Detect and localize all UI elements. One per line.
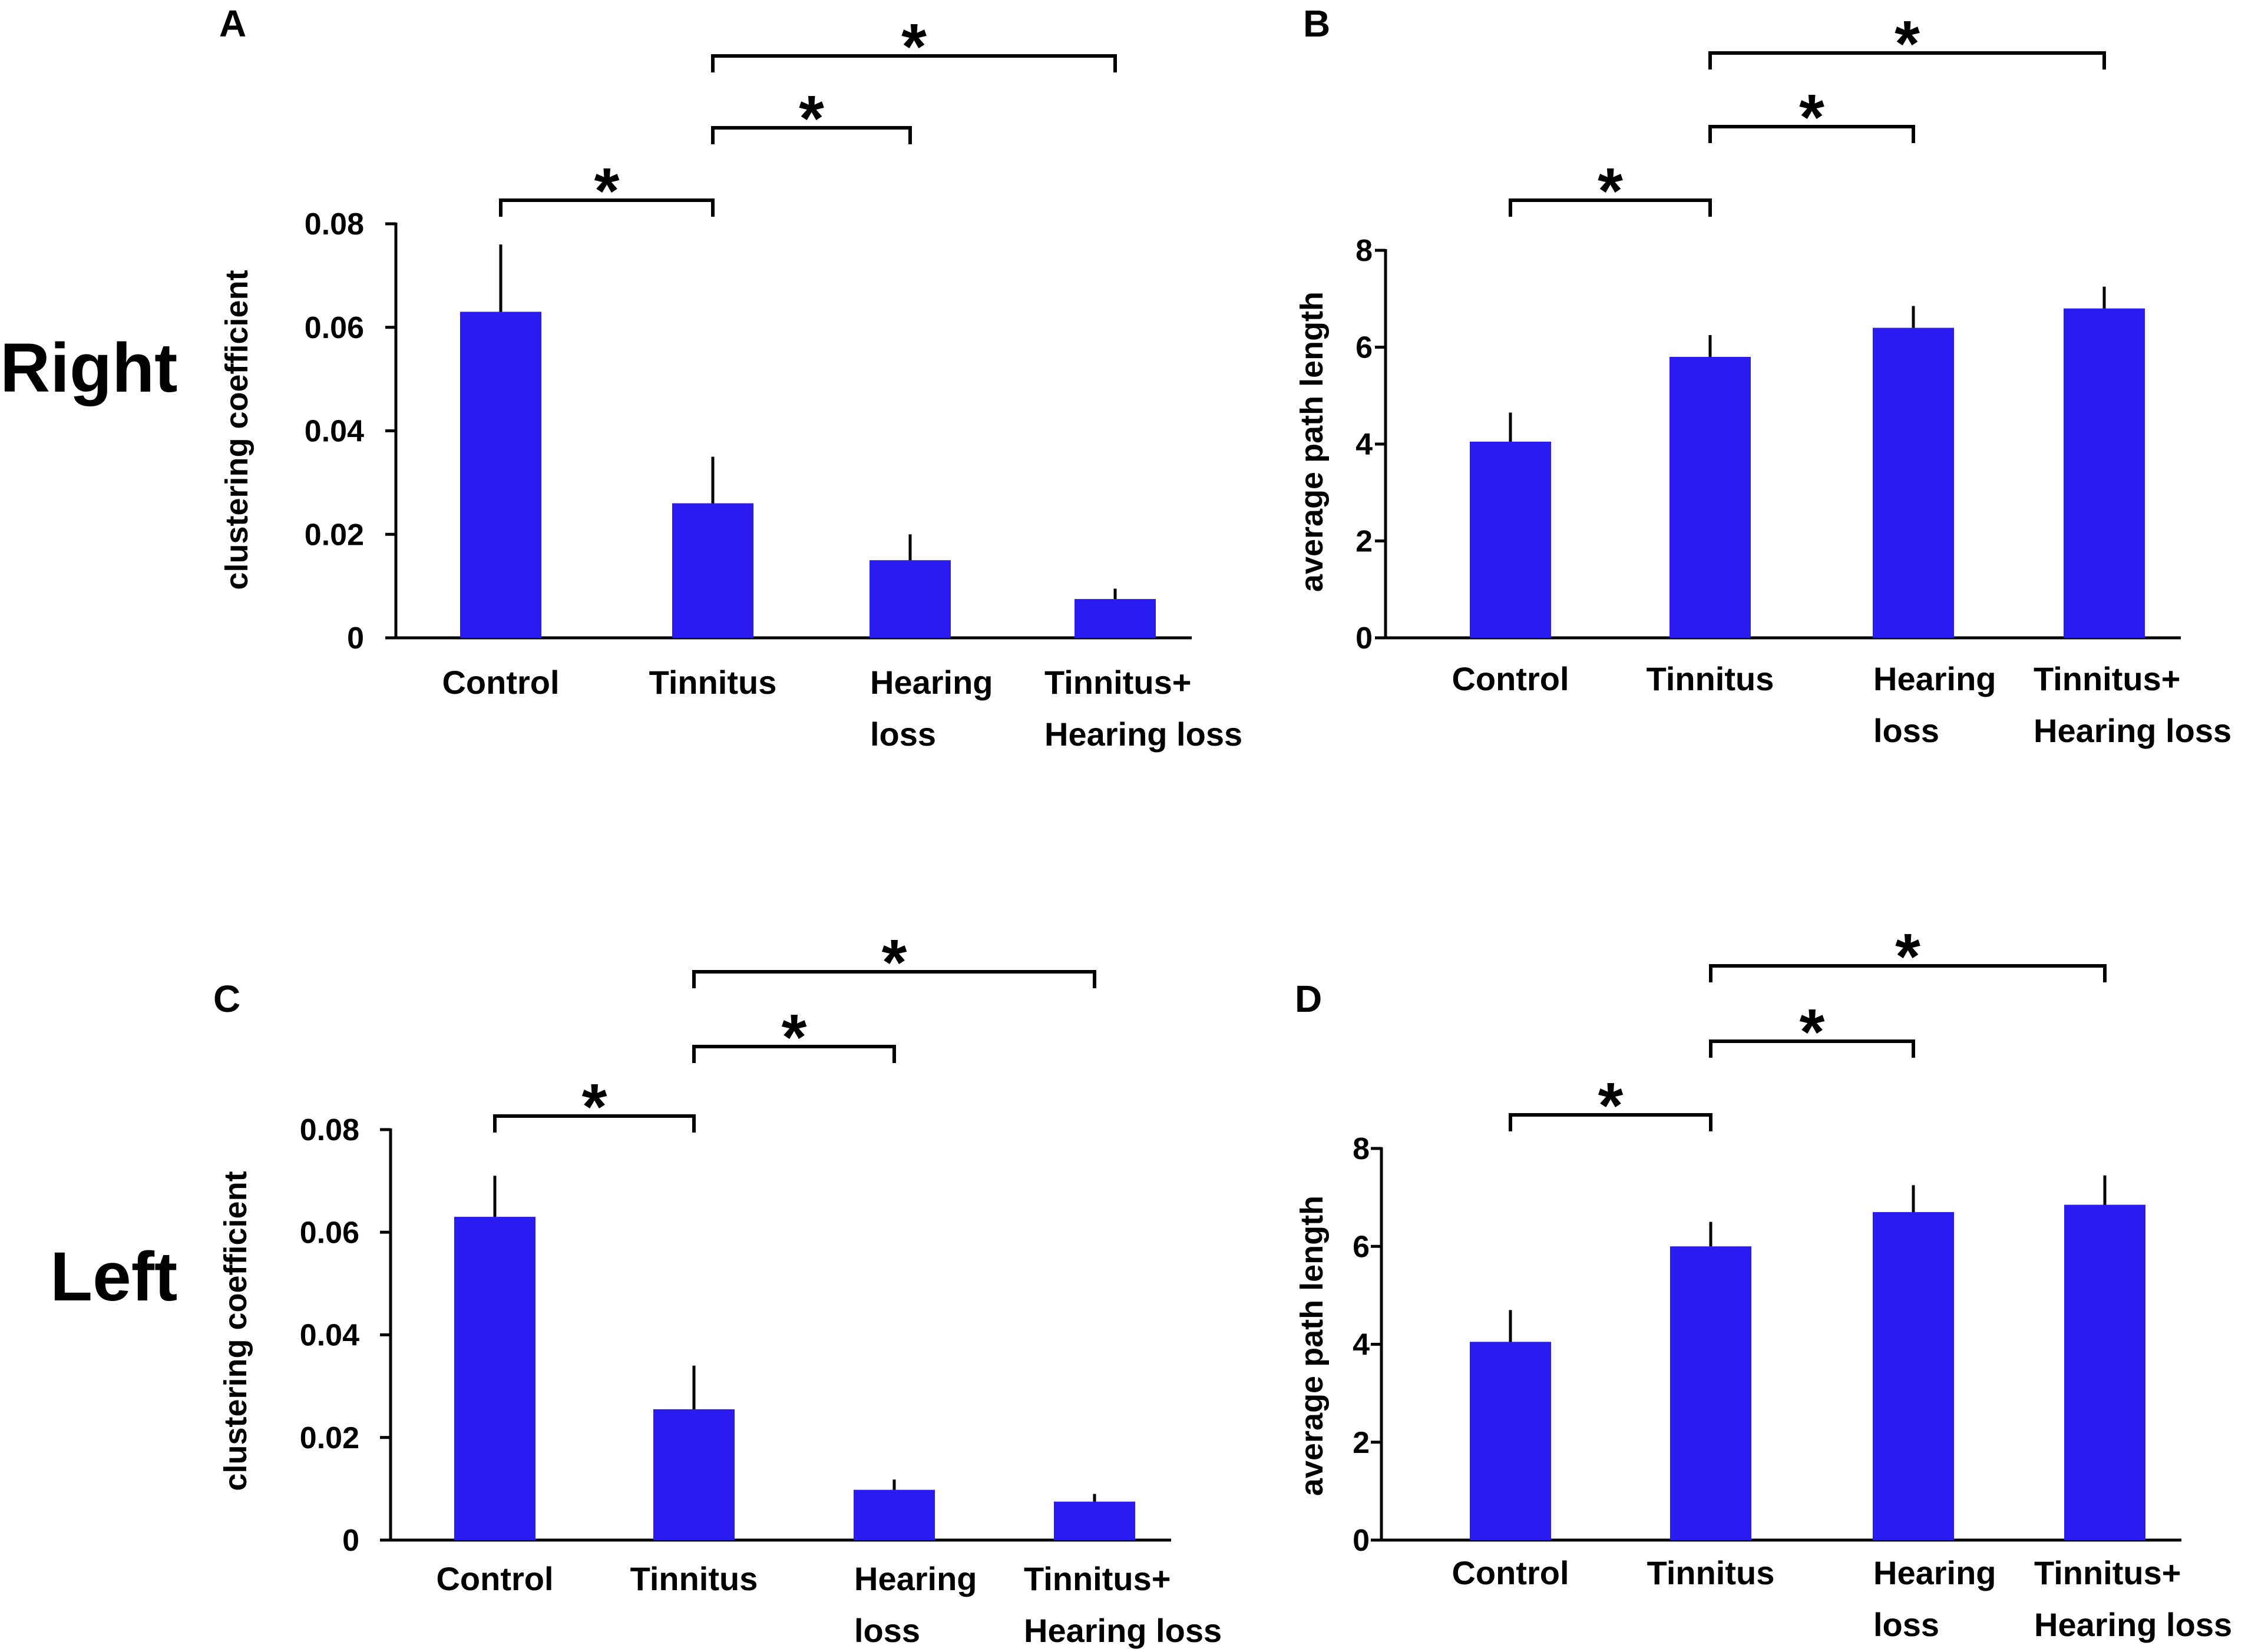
bar — [672, 503, 753, 638]
bar — [1470, 441, 1551, 638]
x-tick-label: Hearing — [1873, 660, 1996, 697]
bar — [460, 312, 541, 638]
x-tick-label: Control — [436, 1560, 553, 1597]
y-axis-title: average path length — [1294, 1196, 1330, 1496]
y-tick-label: 4 — [1353, 1328, 1370, 1362]
x-tick-label: Control — [1452, 660, 1569, 697]
bar — [1873, 1212, 1954, 1540]
x-tick-label: loss — [1873, 1606, 1939, 1643]
y-axis-title: clustering coefficient — [218, 1171, 253, 1491]
bar — [1470, 1342, 1551, 1540]
row-label-right: Right — [0, 329, 177, 407]
y-tick-label: 0 — [1355, 621, 1373, 655]
x-tick-label: Tinnitus — [630, 1560, 758, 1597]
significance-star: * — [901, 11, 927, 83]
x-tick-label: Hearing — [1873, 1554, 1996, 1591]
significance-star: * — [1895, 921, 1920, 993]
y-tick-label: 6 — [1353, 1230, 1370, 1264]
y-axis-title: average path length — [1294, 292, 1330, 592]
significance-bracket — [1509, 198, 1712, 217]
bar — [869, 560, 951, 638]
x-tick-label: Tinnitus+ — [2034, 660, 2180, 697]
significance-bracket — [692, 970, 1096, 988]
y-tick-label: 0.02 — [300, 1421, 359, 1455]
significance-star: * — [782, 1001, 807, 1074]
significance-bracket — [1708, 51, 2106, 69]
significance-bracket — [1708, 125, 1915, 143]
x-tick-label: Hearing loss — [1024, 1612, 1222, 1649]
x-tick-label: Hearing loss — [2034, 712, 2231, 749]
bar — [1669, 356, 1751, 638]
significance-bracket — [711, 54, 1117, 72]
significance-bracket — [499, 198, 715, 217]
y-tick-label: 0 — [342, 1524, 359, 1558]
bar — [2064, 308, 2145, 638]
bar — [1873, 327, 1954, 638]
panel-letter: A — [219, 2, 246, 45]
significance-star: * — [1800, 996, 1825, 1068]
significance-star: * — [1895, 8, 1920, 80]
x-tick-label: Tinnitus+ — [1044, 664, 1191, 701]
y-tick-label: 0.04 — [300, 1319, 359, 1353]
y-tick-label: 0 — [347, 621, 364, 655]
x-tick-label: Hearing loss — [2034, 1606, 2232, 1643]
significance-star: * — [799, 82, 824, 155]
y-tick-label: 0 — [1353, 1524, 1370, 1558]
x-tick-label: Tinnitus+ — [1024, 1560, 1171, 1597]
significance-star: * — [1598, 155, 1623, 227]
significance-star: * — [1799, 81, 1824, 154]
y-tick-label: 8 — [1355, 234, 1373, 268]
y-tick-label: 0.06 — [300, 1216, 359, 1250]
x-tick-label: Tinnitus — [1647, 660, 1774, 697]
panel-letter: C — [213, 978, 240, 1020]
y-tick-label: 6 — [1355, 331, 1373, 365]
bar — [1670, 1246, 1751, 1540]
y-tick-label: 2 — [1355, 525, 1373, 559]
x-tick-label: loss — [1873, 712, 1939, 749]
significance-bracket — [1709, 1039, 1915, 1058]
x-tick-label: loss — [870, 716, 936, 753]
y-axis-title: clustering coefficient — [219, 270, 254, 590]
x-tick-label: Tinnitus — [649, 664, 777, 701]
significance-bracket — [493, 1114, 696, 1133]
bar — [1075, 599, 1156, 638]
y-tick-label: 0.04 — [305, 415, 364, 449]
x-tick-label: Hearing — [854, 1560, 977, 1597]
significance-bracket — [1709, 964, 2107, 982]
bar — [854, 1489, 935, 1540]
y-tick-label: 2 — [1353, 1426, 1370, 1460]
panel-letter: D — [1295, 978, 1322, 1020]
x-tick-label: Hearing — [870, 664, 993, 701]
panel-letter: B — [1303, 2, 1330, 45]
x-tick-label: Control — [1452, 1554, 1569, 1591]
significance-bracket — [692, 1045, 896, 1063]
y-tick-label: 0.06 — [305, 311, 364, 345]
significance-star: * — [594, 155, 620, 227]
x-tick-label: Hearing loss — [1044, 716, 1242, 753]
bar — [653, 1409, 735, 1540]
significance-star: * — [882, 926, 907, 999]
bar — [454, 1217, 535, 1540]
y-tick-label: 8 — [1353, 1132, 1370, 1166]
significance-bracket — [1509, 1113, 1712, 1131]
x-tick-label: Tinnitus+ — [2034, 1554, 2181, 1591]
y-tick-label: 4 — [1355, 428, 1373, 462]
significance-star: * — [1598, 1070, 1624, 1142]
significance-bracket — [711, 126, 912, 144]
y-tick-label: 0.02 — [305, 518, 364, 552]
x-tick-label: Control — [442, 664, 559, 701]
x-tick-label: loss — [854, 1612, 920, 1649]
bar — [2064, 1204, 2145, 1540]
y-tick-label: 0.08 — [300, 1113, 359, 1147]
significance-star: * — [582, 1071, 607, 1143]
y-tick-label: 0.08 — [305, 207, 364, 241]
bar — [1054, 1501, 1135, 1540]
row-label-left: Left — [50, 1238, 177, 1316]
x-tick-label: Tinnitus — [1647, 1554, 1775, 1591]
